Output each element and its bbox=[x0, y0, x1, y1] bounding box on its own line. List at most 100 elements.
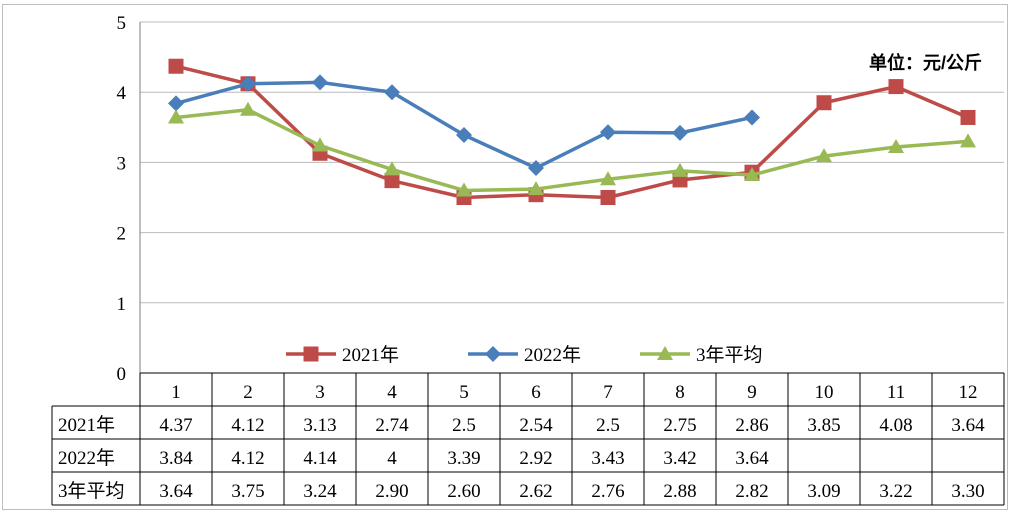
table-cell: 3.64 bbox=[159, 481, 193, 502]
y-tick-label: 5 bbox=[117, 13, 127, 34]
legend-label: 3年平均 bbox=[696, 344, 763, 366]
data-point bbox=[600, 124, 616, 141]
data-point bbox=[888, 79, 904, 95]
data-point bbox=[312, 137, 328, 152]
table-cell: 4.37 bbox=[159, 415, 192, 436]
table-cell: 4.12 bbox=[231, 448, 264, 469]
legend-item: 2022年 bbox=[468, 344, 581, 366]
table-cell: 2.74 bbox=[375, 415, 409, 436]
chart-frame bbox=[2, 4, 1008, 510]
y-tick-label: 1 bbox=[117, 294, 127, 315]
x-tick-label: 12 bbox=[959, 382, 978, 403]
table-row-label: 3年平均 bbox=[58, 480, 125, 502]
y-tick-label: 2 bbox=[117, 224, 127, 245]
legend-swatch-marker bbox=[303, 346, 319, 362]
data-point bbox=[456, 127, 472, 144]
table-cell: 3.09 bbox=[807, 481, 840, 502]
x-tick-label: 10 bbox=[815, 382, 834, 403]
table-cell: 4.12 bbox=[231, 415, 264, 436]
table-cell: 4.08 bbox=[879, 415, 912, 436]
unit-label: 单位：元/公斤 bbox=[869, 52, 982, 73]
grid bbox=[140, 21, 1004, 304]
data-point bbox=[168, 58, 184, 74]
y-tick-label: 0 bbox=[117, 364, 127, 385]
y-tick-label: 4 bbox=[117, 83, 127, 104]
table-cell: 3.42 bbox=[663, 448, 696, 469]
legend: 2021年 2022年 3年平均 bbox=[286, 344, 763, 366]
table-cell: 2.54 bbox=[519, 415, 553, 436]
x-tick-label: 6 bbox=[531, 382, 541, 403]
table-cell: 2.92 bbox=[519, 448, 552, 469]
legend-swatch-marker bbox=[657, 346, 673, 360]
data-point bbox=[960, 133, 976, 148]
x-tick-label: 7 bbox=[603, 382, 613, 403]
table-cell: 3.64 bbox=[735, 448, 769, 469]
table-cell: 2.76 bbox=[591, 481, 624, 502]
legend-item: 2021年 bbox=[286, 344, 399, 366]
axes: 0 1 2 3 4 5 bbox=[117, 13, 141, 385]
table-cell: 3.75 bbox=[231, 481, 264, 502]
legend-label: 2021年 bbox=[342, 344, 399, 366]
table-cell: 2.62 bbox=[519, 481, 552, 502]
data-point bbox=[816, 148, 832, 163]
table-cell: 3.84 bbox=[159, 448, 193, 469]
legend-swatch-marker bbox=[485, 346, 501, 362]
data-point bbox=[888, 138, 904, 153]
x-tick-label: 8 bbox=[675, 382, 685, 403]
legend-item: 3年平均 bbox=[640, 344, 763, 366]
table-row-label: 2021年 bbox=[58, 414, 115, 436]
series-line bbox=[175, 80, 753, 170]
table-cell: 2.60 bbox=[447, 481, 480, 502]
data-point bbox=[240, 75, 256, 92]
data-point bbox=[528, 181, 544, 196]
table-cell: 2.82 bbox=[735, 481, 768, 502]
table-row-label: 2022年 bbox=[58, 447, 115, 469]
x-tick-label: 9 bbox=[747, 382, 757, 403]
table-cell: 2.90 bbox=[375, 481, 408, 502]
data-point bbox=[600, 171, 616, 186]
table-cell: 3.24 bbox=[303, 481, 337, 502]
x-tick-label: 5 bbox=[459, 382, 469, 403]
data-point bbox=[168, 109, 184, 124]
x-tick-label: 11 bbox=[887, 382, 905, 403]
data-point bbox=[384, 84, 400, 101]
table-cell: 3.43 bbox=[591, 448, 624, 469]
table-cell: 2.86 bbox=[735, 415, 768, 436]
table-cell: 3.22 bbox=[879, 481, 912, 502]
series-1 bbox=[168, 74, 760, 177]
legend-label: 2022年 bbox=[524, 344, 581, 366]
data-point bbox=[168, 95, 184, 112]
series-layer bbox=[168, 58, 976, 205]
data-point bbox=[960, 109, 976, 125]
table-cell: 2.88 bbox=[663, 481, 696, 502]
table-cell: 3.30 bbox=[951, 481, 984, 502]
x-tick-label: 2 bbox=[243, 382, 253, 403]
table-cell: 2.5 bbox=[452, 415, 476, 436]
data-point bbox=[600, 190, 616, 205]
x-tick-label: 1 bbox=[171, 382, 181, 403]
table-cell: 4 bbox=[387, 448, 397, 469]
data-point bbox=[384, 173, 400, 189]
data-point bbox=[240, 101, 256, 116]
data-point bbox=[528, 160, 544, 177]
series-line bbox=[175, 108, 969, 193]
data-point bbox=[744, 167, 760, 182]
series-line bbox=[175, 64, 969, 200]
table-cell: 3.64 bbox=[951, 415, 985, 436]
table-cell: 4.14 bbox=[303, 448, 337, 469]
x-tick-label: 3 bbox=[315, 382, 325, 403]
data-point bbox=[456, 182, 472, 197]
y-tick-label: 3 bbox=[117, 153, 127, 174]
table-cell: 3.13 bbox=[303, 415, 336, 436]
data-point bbox=[672, 124, 688, 141]
table-cell: 2.75 bbox=[663, 415, 696, 436]
data-point bbox=[744, 109, 760, 126]
data-point bbox=[312, 74, 328, 91]
table-cell: 3.85 bbox=[807, 415, 840, 436]
series-2 bbox=[168, 101, 976, 197]
table-cell: 3.39 bbox=[447, 448, 480, 469]
data-point bbox=[672, 162, 688, 177]
x-tick-label: 4 bbox=[387, 382, 397, 403]
